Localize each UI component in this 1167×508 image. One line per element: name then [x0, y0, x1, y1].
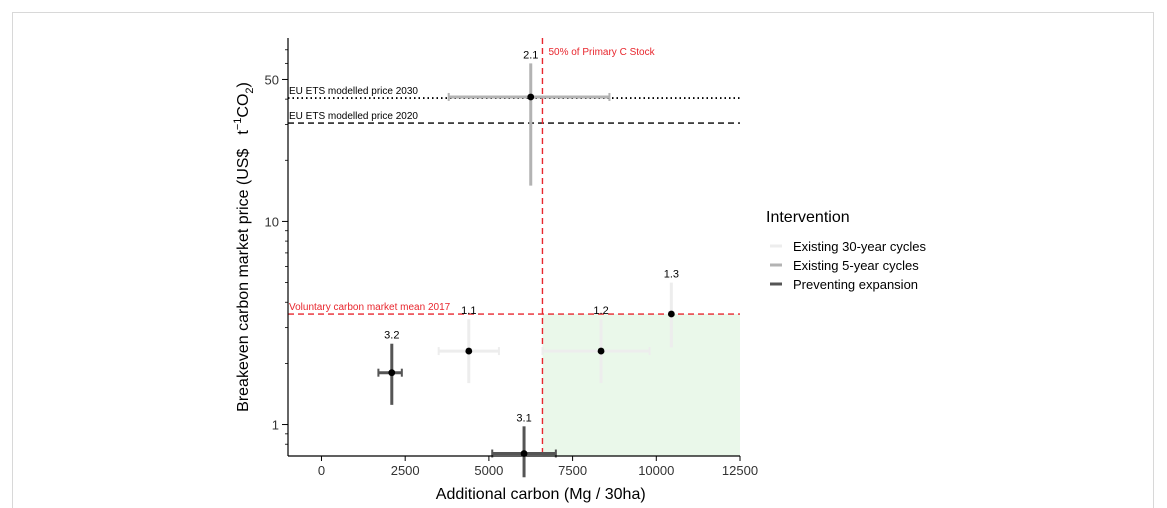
x-tick-label: 5000 [474, 463, 503, 478]
data-label: 3.1 [516, 412, 531, 424]
reference-line-label-3: Voluntary carbon market mean 2017 [289, 302, 451, 313]
data-point-group-1.1: 1.1 [437, 305, 500, 384]
data-point [597, 347, 605, 355]
y-axis-unit-superscript: −1 [232, 118, 244, 131]
y-axis-unit: CO [235, 94, 252, 118]
data-point [667, 310, 675, 318]
reference-line-label-4: 50% of Primary C Stock [548, 47, 655, 58]
legend-entry-label: Existing 5-year cycles [793, 258, 919, 273]
x-tick-label: 0 [318, 463, 325, 478]
y-axis-unit-subscript: 2 [244, 87, 256, 93]
legend-title: Intervention [766, 209, 850, 226]
data-label: 1.3 [664, 269, 679, 281]
y-axis-unit-t: t [235, 130, 252, 135]
data-point-group-1.3: 1.3 [664, 269, 679, 348]
x-tick-label: 12500 [722, 463, 758, 478]
data-point-group-3.1: 3.1 [491, 412, 557, 478]
data-point-group-2.1: 2.1 [447, 49, 611, 186]
y-axis-title: Breakeven carbon market price (US$ t−1CO2… [232, 82, 256, 412]
x-axis-title: Additional carbon (Mg / 30ha) [436, 486, 646, 503]
data-point [388, 369, 396, 377]
data-point [520, 450, 528, 457]
legend: Intervention Existing 30-year cycles Exist… [766, 209, 926, 292]
data-label: 2.1 [523, 49, 538, 61]
y-axis-title-main: Breakeven carbon market price (US$ [235, 149, 252, 412]
data-label: 1.1 [461, 305, 476, 317]
x-tick-label: 2500 [391, 463, 420, 478]
x-tick-label: 10000 [638, 463, 674, 478]
x-tick-label: 7500 [558, 463, 587, 478]
data-point-group-3.2: 3.2 [377, 330, 403, 405]
axes: 0 2500 5000 7500 10000 12500 1 10 50 Additional c… [232, 38, 758, 503]
y-axis-title-close: ) [235, 82, 252, 87]
data-point [527, 93, 535, 101]
legend-entry-label: Existing 30-year cycles [793, 239, 926, 254]
data-label: 3.2 [384, 330, 399, 342]
data-label: 1.2 [593, 305, 608, 317]
shaded-region [542, 314, 740, 456]
data-point-group-1.2: 1.2 [541, 305, 651, 384]
y-tick-label: 1 [272, 418, 279, 433]
legend-entry-label: Preventing expansion [793, 277, 918, 292]
reference-line-label-2: EU ETS modelled price 2020 [289, 111, 418, 122]
plot-area: EU ETS modelled price 2030 EU ETS modelle… [288, 38, 740, 478]
data-point [465, 347, 473, 355]
y-tick-label: 50 [265, 72, 279, 87]
y-tick-label: 10 [265, 214, 279, 229]
reference-line-label-1: EU ETS modelled price 2030 [289, 86, 418, 97]
